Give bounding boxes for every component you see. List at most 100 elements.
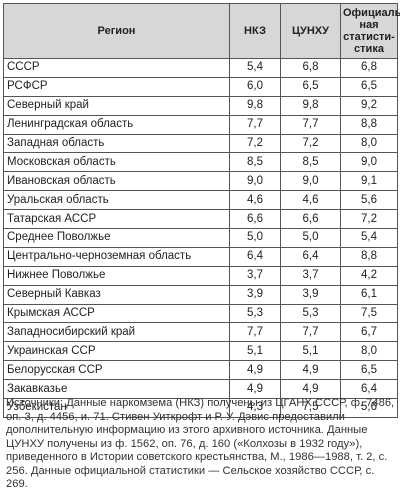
tsunhu-value-cell: 6,4 [280,246,341,267]
official-value-cell: 5,4 [340,228,398,248]
nkz-value-cell: 7,2 [229,133,281,154]
table-header-row: Регион НКЗ ЦУНХУ Официаль- ная статисти-… [3,3,400,59]
nkz-value-cell: 5,0 [229,228,281,248]
official-value-cell: 6,5 [340,76,398,97]
nkz-value-cell: 5,1 [229,341,281,362]
official-value-cell: 5,6 [340,398,398,418]
tsunhu-value-cell: 9,0 [280,171,341,192]
table-row: Ивановская область 9,0 9,0 9,1 [3,171,398,192]
region-cell: Уральская область [3,190,230,211]
tsunhu-value-cell: 3,9 [280,284,341,305]
region-cell: Среднее Поволжье [3,228,230,248]
tsunhu-value-cell: 7,7 [280,114,341,135]
table-row: Северный край 9,8 9,8 9,2 [3,95,398,116]
header-official-statistics: Официаль- ная статисти- стика [340,3,400,59]
region-cell: РСФСР [3,76,230,97]
nkz-value-cell: 4,9 [229,379,281,400]
sources-note: Источники: Данные наркомзема (НКЗ) получ… [6,397,395,490]
tsunhu-value-cell: 3,7 [280,265,341,286]
tsunhu-value-cell: 5,0 [280,228,341,248]
header-region: Регион [3,3,230,59]
official-value-cell: 9,0 [340,152,398,173]
header-official-line2: ная статисти- [343,19,395,43]
tsunhu-value-cell: 5,1 [280,341,341,362]
tsunhu-value-cell: 7,7 [280,322,341,343]
table-row: Закавказье 4,9 4,9 6,4 [3,379,398,400]
tsunhu-value-cell: 6,5 [280,76,341,97]
table-row: Узбекистан 4,3 7,5 5,6 [3,398,398,418]
nkz-value-cell: 5,3 [229,303,281,324]
nkz-value-cell: 4,6 [229,190,281,211]
table-row: Северный Кавказ 3,9 3,9 6,1 [3,284,398,305]
table-row: Крымская АССР 5,3 5,3 7,5 [3,303,398,324]
tsunhu-value-cell: 5,3 [280,303,341,324]
nkz-value-cell: 8,5 [229,152,281,173]
nkz-value-cell: 7,7 [229,114,281,135]
region-cell: Ленинградская область [3,114,230,135]
official-value-cell: 7,5 [340,303,398,324]
header-tsunhu: ЦУНХУ [280,3,341,59]
table-row: Среднее Поволжье 5,0 5,0 5,4 [3,228,398,248]
nkz-value-cell: 5,4 [229,58,281,78]
nkz-value-cell: 4,9 [229,360,281,381]
nkz-value-cell: 7,7 [229,322,281,343]
official-value-cell: 6,4 [340,379,398,400]
header-official-line1: Официаль- [343,7,400,19]
region-cell: Московская область [3,152,230,173]
region-cell: Узбекистан [3,398,230,418]
tsunhu-value-cell: 6,6 [280,209,341,230]
table-row: Московская область 8,5 8,5 9,0 [3,152,398,173]
nkz-value-cell: 6,0 [229,76,281,97]
official-value-cell: 6,1 [340,284,398,305]
nkz-value-cell: 9,8 [229,95,281,116]
official-value-cell: 4,2 [340,265,398,286]
table-body: СССР 5,4 6,8 6,8 РСФСР 6,0 6,5 6,5 Северный край… [3,58,398,418]
official-value-cell: 9,1 [340,171,398,192]
tsunhu-value-cell: 7,5 [280,398,341,418]
table-row: Центрально-черноземная область 6,4 6,4 8,8 [3,246,398,267]
region-cell: Крымская АССР [3,303,230,324]
official-value-cell: 8,8 [340,246,398,267]
nkz-value-cell: 9,0 [229,171,281,192]
region-cell: Западносибирский край [3,322,230,343]
official-value-cell: 7,2 [340,209,398,230]
region-cell: Украинская ССР [3,341,230,362]
region-cell: Северный Кавказ [3,284,230,305]
region-cell: Белорусская ССР [3,360,230,381]
official-value-cell: 5,6 [340,190,398,211]
tsunhu-value-cell: 4,9 [280,379,341,400]
tsunhu-value-cell: 7,2 [280,133,341,154]
official-value-cell: 6,8 [340,58,398,78]
region-cell: Западная область [3,133,230,154]
table-row: Ленинградская область 7,7 7,7 8,8 [3,114,398,135]
header-nkz: НКЗ [229,3,281,59]
table-row: Западносибирский край 7,7 7,7 6,7 [3,322,398,343]
table-row: Украинская ССР 5,1 5,1 8,0 [3,341,398,362]
tsunhu-value-cell: 8,5 [280,152,341,173]
regional-statistics-table: Регион НКЗ ЦУНХУ Официаль- ная статисти-… [3,3,400,418]
region-cell: Татарская АССР [3,209,230,230]
data-table-container: Регион НКЗ ЦУНХУ Официаль- ная статисти-… [3,3,400,418]
official-value-cell: 8,0 [340,341,398,362]
region-cell: Закавказье [3,379,230,400]
table-row: Белорусская ССР 4,9 4,9 6,5 [3,360,398,381]
tsunhu-value-cell: 4,6 [280,190,341,211]
nkz-value-cell: 3,9 [229,284,281,305]
region-cell: Центрально-черноземная область [3,246,230,267]
table-row: Западная область 7,2 7,2 8,0 [3,133,398,154]
region-cell: СССР [3,58,230,78]
official-value-cell: 8,0 [340,133,398,154]
tsunhu-value-cell: 4,9 [280,360,341,381]
region-cell: Нижнее Поволжье [3,265,230,286]
tsunhu-value-cell: 9,8 [280,95,341,116]
official-value-cell: 6,5 [340,360,398,381]
official-value-cell: 8,8 [340,114,398,135]
region-cell: Ивановская область [3,171,230,192]
nkz-value-cell: 6,4 [229,246,281,267]
nkz-value-cell: 6,6 [229,209,281,230]
table-row: Уральская область 4,6 4,6 5,6 [3,190,398,211]
nkz-value-cell: 3,7 [229,265,281,286]
table-row: Нижнее Поволжье 3,7 3,7 4,2 [3,265,398,286]
table-row: Татарская АССР 6,6 6,6 7,2 [3,209,398,230]
tsunhu-value-cell: 6,8 [280,58,341,78]
